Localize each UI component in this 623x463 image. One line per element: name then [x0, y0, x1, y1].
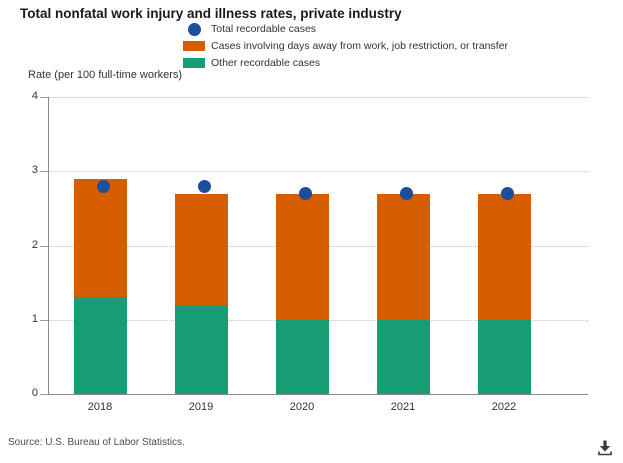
- gridline-3: [48, 171, 588, 173]
- y-axis-tick-2: [40, 245, 48, 247]
- chart-title: Total nonfatal work injury and illness r…: [20, 6, 402, 21]
- legend-swatch-column: [183, 41, 205, 51]
- source-note: Source: U.S. Bureau of Labor Statistics.: [8, 437, 185, 448]
- dart-cases-square-icon: [183, 41, 205, 51]
- x-tick-label-2022: 2022: [491, 401, 517, 413]
- download-button[interactable]: [593, 437, 617, 461]
- y-axis-line: [48, 97, 49, 394]
- bar-segment-other-recordable-2018: [73, 297, 127, 394]
- bar-segment-dart-2022: [477, 193, 531, 320]
- x-tick-label-2019: 2019: [188, 401, 214, 413]
- legend-label-dart-cases: Cases involving days away from work, job…: [211, 40, 509, 52]
- bar-segment-dart-2021: [376, 193, 430, 320]
- x-axis-line: [48, 394, 588, 395]
- bar-segment-other-recordable-2019: [174, 304, 228, 394]
- y-tick-label-4: 4: [31, 90, 38, 102]
- total-recordable-dot-2022: [500, 187, 514, 201]
- total-recordable-dot-2020: [298, 187, 312, 201]
- x-tick-label-2020: 2020: [289, 401, 315, 413]
- y-tick-label-0: 0: [31, 387, 38, 399]
- y-tick-label-1: 1: [31, 312, 38, 325]
- y-axis-tick-1: [40, 319, 48, 321]
- legend-label-total-recordable: Total recordable cases: [211, 23, 317, 35]
- y-axis-tick-0: [40, 394, 48, 395]
- total-recordable-dot-2018: [96, 179, 110, 193]
- y-axis-tick-4: [40, 97, 48, 98]
- legend-item-total-recordable: Total recordable cases: [183, 21, 508, 37]
- bar-segment-other-recordable-2020: [275, 319, 329, 394]
- other-recordable-square-icon: [183, 58, 205, 68]
- bar-segment-dart-2019: [174, 193, 228, 305]
- y-tick-label-2: 2: [31, 238, 38, 251]
- y-tick-label-3: 3: [31, 164, 38, 177]
- bar-segment-dart-2018: [73, 178, 127, 298]
- total-recordable-dot-2021: [399, 187, 413, 201]
- y-axis-tick-3: [40, 171, 48, 173]
- bar-segment-dart-2020: [275, 193, 329, 320]
- legend-item-other-recordable: Other recordable cases: [183, 55, 508, 71]
- x-tick-label-2021: 2021: [390, 401, 416, 413]
- download-icon: [598, 440, 612, 455]
- legend-swatch-column: [183, 22, 205, 36]
- total-recordable-dot-2019: [197, 179, 211, 193]
- legend-item-dart-cases: Cases involving days away from work, job…: [183, 38, 508, 54]
- legend-label-other-recordable: Other recordable cases: [211, 57, 321, 69]
- legend: Total recordable cases Cases involving d…: [183, 21, 508, 72]
- bar-segment-other-recordable-2022: [477, 319, 531, 394]
- bar-segment-other-recordable-2021: [376, 319, 430, 394]
- legend-swatch-column: [183, 58, 205, 68]
- total-recordable-circle-icon: [187, 22, 201, 36]
- x-tick-label-2018: 2018: [87, 401, 113, 413]
- y-axis-title: Rate (per 100 full-time workers): [28, 69, 183, 81]
- gridline-4: [48, 97, 588, 98]
